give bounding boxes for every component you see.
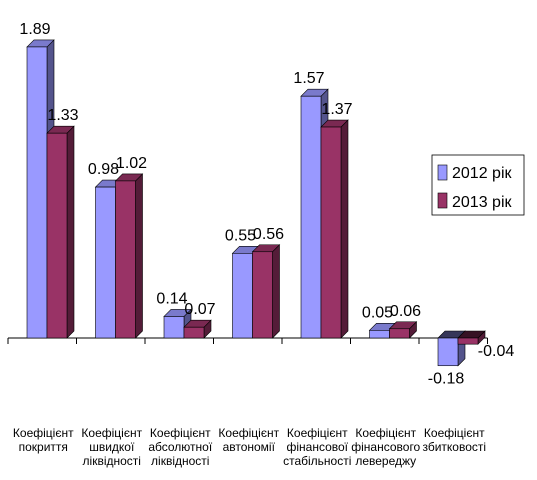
- category-label: Коефіцієнт абсолютної ліквідності: [148, 426, 212, 468]
- data-label: 0.98: [88, 161, 119, 178]
- axis-layer: [7, 337, 488, 344]
- data-label: 0.14: [156, 290, 187, 307]
- bar-2013-5: [320, 119, 349, 339]
- bar-2013-1: [46, 125, 75, 339]
- legend-label-2013: 2013 рік: [452, 194, 512, 211]
- bar-2013-2: [114, 173, 144, 339]
- legend-frame: [431, 154, 525, 216]
- data-label: 1.89: [19, 21, 50, 38]
- category-label: Коефіцієнт фінансової стабільності: [283, 426, 351, 468]
- data-label: 0.05: [362, 304, 393, 321]
- category-label: Коефіцієнт автономії: [218, 426, 279, 454]
- bars-layer: [26, 39, 486, 367]
- data-label: 1.33: [47, 107, 78, 124]
- chart-legend: 2012 рік 2013 рік: [431, 154, 525, 216]
- data-label: 0.55: [225, 227, 256, 244]
- bar-2013-3: [183, 319, 212, 339]
- data-label: 0.56: [253, 226, 284, 243]
- data-label: -0.04: [478, 343, 515, 360]
- data-label: 0.07: [184, 301, 215, 318]
- data-label: 1.57: [293, 70, 324, 87]
- category-label: Коефіцієнт швидкої ліквідності: [81, 426, 142, 468]
- data-label: 0.06: [390, 303, 421, 320]
- category-label: Коефіцієнт покриття: [13, 426, 74, 454]
- data-label: 1.37: [321, 101, 352, 118]
- data-label: 1.02: [116, 155, 147, 172]
- category-label: Коефіцієнт фінансового левереджу: [351, 426, 420, 468]
- legend-label-2012: 2012 рік: [452, 165, 512, 182]
- bar-2013-4: [251, 244, 281, 339]
- category-label: Коефіцієнт збитковості: [422, 426, 486, 454]
- legend-swatch-2013: [437, 192, 448, 209]
- data-label: -0.18: [428, 371, 465, 388]
- data-labels-layer: 1.89 0.98 0.14 0.55 1.57 0.05 -0.18 1.33 1.02 0.0…: [19, 21, 514, 388]
- legend-swatch-2012: [437, 164, 448, 181]
- bar-2013-6: [388, 321, 418, 339]
- bar-2013-7: [457, 330, 486, 345]
